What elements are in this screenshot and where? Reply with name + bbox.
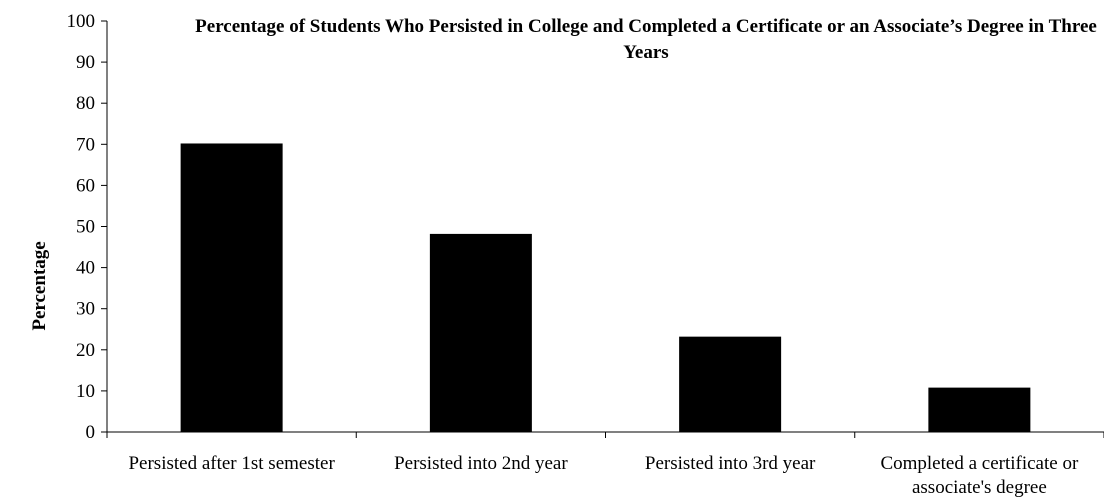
bar — [430, 234, 532, 432]
x-tick-label: Persisted into 3rd year — [612, 452, 848, 476]
y-tick-label: 60 — [76, 175, 95, 196]
y-axis-ticks: 0 10 20 30 40 50 60 70 80 90 100 — [67, 11, 108, 443]
y-tick-label: 20 — [76, 340, 95, 361]
x-tick-label: Completed a certificate or associate's d… — [861, 452, 1097, 500]
y-tick-label: 10 — [76, 381, 95, 402]
y-tick-label: 80 — [76, 93, 95, 114]
x-tick-label: Persisted into 2nd year — [363, 452, 599, 476]
y-tick-label: 40 — [76, 258, 95, 279]
x-axis-ticks — [107, 432, 1104, 438]
bar — [928, 388, 1030, 432]
y-tick-label: 90 — [76, 52, 95, 73]
y-tick-label: 30 — [76, 299, 95, 320]
y-tick-label: 0 — [86, 422, 96, 443]
bar — [181, 143, 283, 432]
x-tick-label: Persisted after 1st semester — [114, 452, 350, 476]
bars — [181, 143, 1031, 432]
bar — [679, 337, 781, 432]
y-tick-label: 70 — [76, 134, 95, 155]
y-tick-label: 50 — [76, 217, 95, 238]
y-tick-label: 100 — [67, 11, 96, 32]
